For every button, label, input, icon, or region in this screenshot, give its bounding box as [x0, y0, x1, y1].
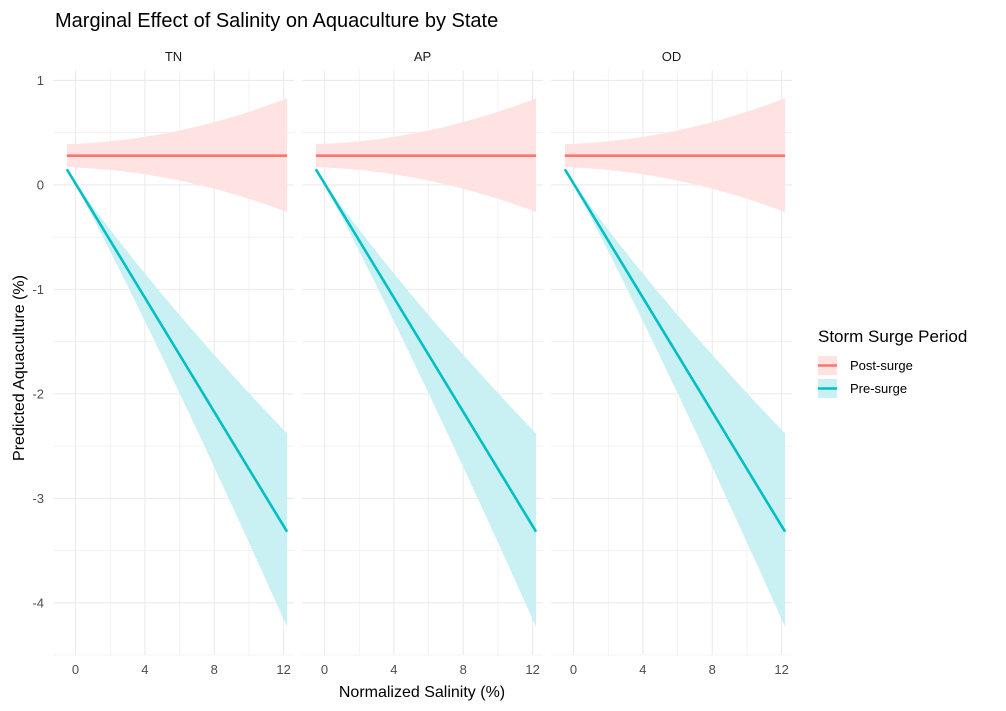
x-tick-label: 0	[72, 662, 79, 677]
x-tick-label: 12	[774, 662, 788, 677]
y-tick-label: -2	[32, 386, 44, 401]
panel-od: OD 0 4 8 12	[551, 49, 792, 677]
y-tick-label: 1	[37, 73, 44, 88]
x-tick-label: 4	[390, 662, 397, 677]
x-tick-label: 8	[211, 662, 218, 677]
y-tick-label: -3	[32, 491, 44, 506]
x-tick-label: 12	[276, 662, 290, 677]
chart-title: Marginal Effect of Salinity on Aquacultu…	[55, 10, 498, 32]
x-tick-label: 12	[525, 662, 539, 677]
legend-label: Post-surge	[850, 358, 913, 373]
pre-surge-ci-ribbon	[66, 169, 288, 627]
pre-surge-ci-ribbon	[564, 169, 786, 627]
pre-surge-line	[314, 168, 538, 533]
y-axis-title: Predicted Aquaculture (%)	[11, 275, 28, 461]
legend-key	[818, 379, 837, 398]
x-tick-label: 8	[709, 662, 716, 677]
y-axis: 1 0 -1 -2 -3 -4	[32, 73, 44, 610]
legend-entries: Post-surge Pre-surge	[818, 356, 913, 398]
facet-label: TN	[165, 49, 182, 64]
x-tick-label: 8	[460, 662, 467, 677]
x-tick-label: 0	[570, 662, 577, 677]
y-tick-label: -1	[32, 282, 44, 297]
pre-surge-line	[65, 168, 289, 533]
legend-title: Storm Surge Period	[818, 327, 967, 346]
legend-key	[818, 356, 837, 375]
panel-ap: AP 0 4 8 12	[302, 49, 543, 677]
pre-surge-ci-ribbon	[315, 169, 537, 627]
legend-label: Pre-surge	[850, 381, 907, 396]
x-tick-label: 0	[321, 662, 328, 677]
legend: Storm Surge Period Post-surge Pre-surge	[818, 327, 967, 398]
facet-label: AP	[414, 49, 431, 64]
pre-surge-line	[563, 168, 787, 533]
x-tick-label: 4	[639, 662, 646, 677]
facet-label: OD	[662, 49, 682, 64]
y-tick-label: -4	[32, 595, 44, 610]
facet-panels: TN 0 4 8 12 AP 0 4 8 12 OD 0 4 8 12	[53, 49, 792, 677]
panel-tn: TN 0 4 8 12	[53, 49, 294, 677]
y-tick-label: 0	[37, 177, 44, 192]
x-tick-label: 4	[141, 662, 148, 677]
x-axis-title: Normalized Salinity (%)	[339, 684, 505, 701]
